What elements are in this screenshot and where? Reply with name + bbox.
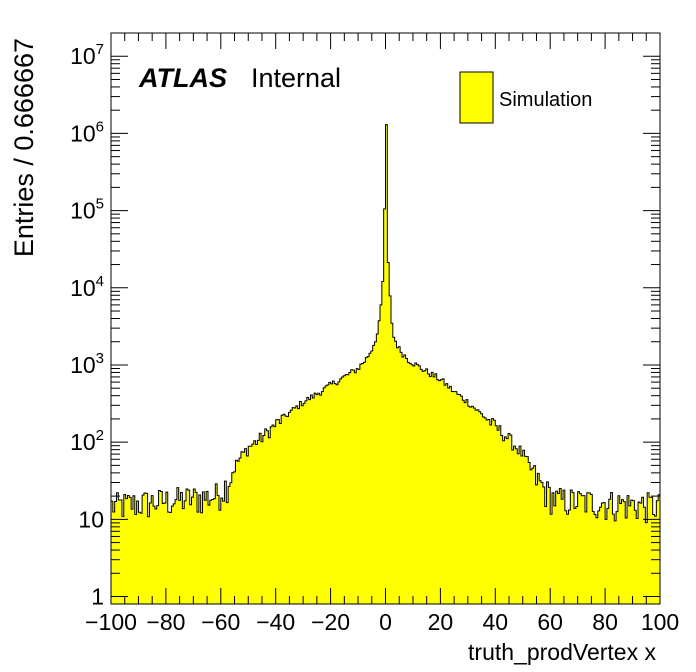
histogram-bars [111, 124, 660, 605]
x-tick-label: 60 [537, 609, 563, 635]
y-axis-ticks: 1 10 102 103 104 105 106 107 [70, 32, 660, 610]
y-tick-label: 1 [91, 584, 104, 610]
histogram-fill [111, 124, 660, 605]
legend-entry-simulation: Simulation [499, 89, 592, 111]
x-axis-label: truth_prodVertex x [468, 639, 656, 665]
y-tick-label: 104 [70, 273, 104, 301]
x-tick-label: 40 [483, 609, 509, 635]
histogram-outline [111, 124, 660, 524]
internal-label: Internal [251, 63, 341, 93]
y-tick-label: 105 [70, 196, 104, 224]
y-tick-label: 107 [70, 41, 104, 69]
y-axis-label: Entries / 0.666667 [9, 38, 39, 257]
y-tick-label: 103 [70, 350, 104, 378]
atlas-label: ATLAS [138, 63, 227, 93]
y-tick-label: 10 [78, 506, 104, 532]
y-tick-label: 102 [70, 427, 104, 455]
x-axis-ticks: −100 −80 −60 −40 −20 0 20 40 60 80 100 [85, 33, 679, 635]
x-tick-label: −80 [146, 609, 185, 635]
legend-swatch [459, 71, 494, 124]
x-tick-label: 0 [379, 609, 392, 635]
x-tick-label: −100 [85, 609, 137, 635]
x-tick-label: −40 [256, 609, 295, 635]
x-tick-label: −60 [201, 609, 240, 635]
x-tick-label: 20 [428, 609, 454, 635]
y-tick-label: 106 [70, 118, 104, 146]
x-tick-label: −20 [311, 609, 350, 635]
x-tick-label: 80 [592, 609, 618, 635]
x-tick-label: 100 [641, 609, 679, 635]
